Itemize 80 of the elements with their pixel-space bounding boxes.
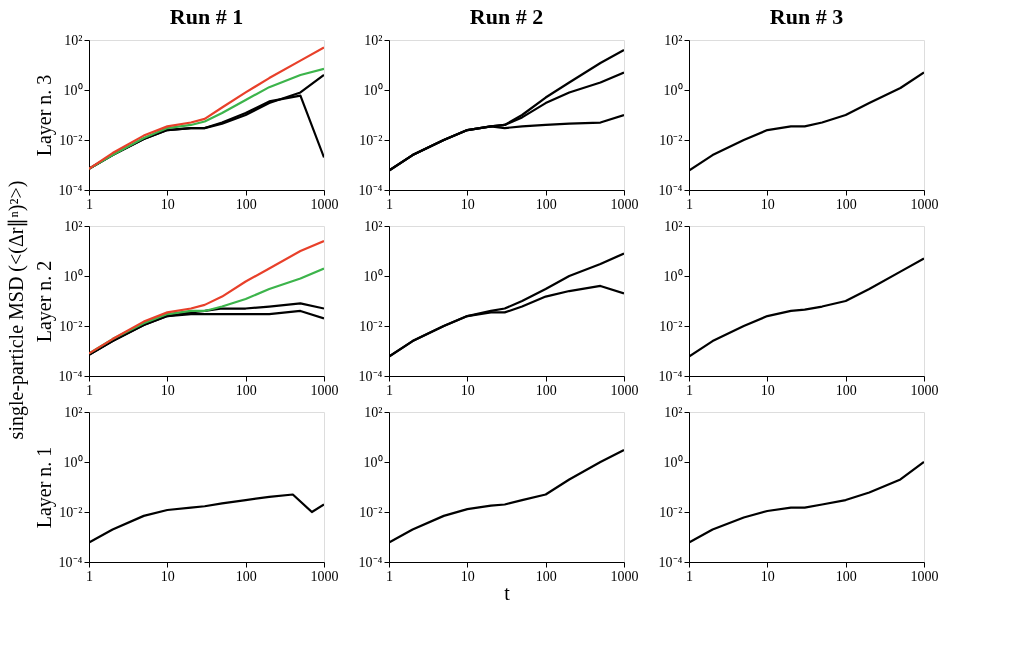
x-tick-label: 1000 xyxy=(610,196,639,212)
y-tick-label: 10⁻² xyxy=(659,504,683,520)
y-tick-label: 10⁰ xyxy=(63,454,83,470)
x-tick-label: 10 xyxy=(760,382,775,398)
x-tick-label: 1000 xyxy=(910,382,939,398)
x-tick-label: 1 xyxy=(386,382,393,398)
x-tick-label: 100 xyxy=(835,382,857,398)
y-axis-title: Layer n. 2 xyxy=(32,260,56,343)
x-tick-label: 10 xyxy=(160,382,175,398)
x-tick-label: 1000 xyxy=(910,568,939,584)
x-tick-label: 1000 xyxy=(610,568,639,584)
x-tick-label: 100 xyxy=(235,568,257,584)
x-tick-label: 1000 xyxy=(310,196,339,212)
y-tick-label: 10⁻² xyxy=(59,132,83,148)
y-tick-label: 10⁰ xyxy=(663,82,683,98)
chart-title: Run # 2 xyxy=(469,4,544,29)
y-tick-label: 10² xyxy=(364,218,383,234)
y-tick-label: 10² xyxy=(64,32,83,48)
y-tick-label: 10² xyxy=(664,218,683,234)
y-tick-label: 10⁻⁴ xyxy=(358,554,383,570)
x-tick-label: 100 xyxy=(535,568,557,584)
x-tick-label: 1000 xyxy=(910,196,939,212)
y-tick-label: 10⁰ xyxy=(363,82,383,98)
y-tick-label: 10² xyxy=(664,404,683,420)
y-tick-label: 10⁰ xyxy=(663,454,683,470)
y-tick-label: 10⁰ xyxy=(63,82,83,98)
x-tick-label: 10 xyxy=(460,196,475,212)
x-tick-label: 100 xyxy=(835,196,857,212)
y-tick-label: 10⁻⁴ xyxy=(358,368,383,384)
text: single-particle MSD (<(Δr∥ⁿ)²>) xyxy=(5,180,28,440)
x-tick-label: 10 xyxy=(460,382,475,398)
x-tick-label: 100 xyxy=(235,382,257,398)
y-tick-label: 10⁻⁴ xyxy=(658,368,683,384)
chart-title: Run # 1 xyxy=(169,4,244,29)
x-tick-label: 10 xyxy=(160,568,175,584)
y-tick-label: 10⁰ xyxy=(363,454,383,470)
y-axis-title: Layer n. 1 xyxy=(32,446,56,529)
y-tick-label: 10⁻² xyxy=(359,132,383,148)
y-tick-label: 10⁻⁴ xyxy=(58,368,83,384)
y-tick-label: 10⁰ xyxy=(63,268,83,284)
x-tick-label: 10 xyxy=(760,568,775,584)
x-tick-label: 10 xyxy=(160,196,175,212)
y-tick-label: 10⁻⁴ xyxy=(58,554,83,570)
y-tick-label: 10⁻² xyxy=(659,318,683,334)
x-tick-label: 1 xyxy=(686,382,693,398)
x-tick-label: 10 xyxy=(760,196,775,212)
y-tick-label: 10⁻² xyxy=(59,318,83,334)
x-tick-label: 10 xyxy=(460,568,475,584)
x-tick-label: 1000 xyxy=(310,568,339,584)
x-tick-label: 1 xyxy=(86,568,93,584)
x-tick-label: 100 xyxy=(835,568,857,584)
x-tick-label: 1 xyxy=(386,196,393,212)
x-tick-label: 1 xyxy=(686,568,693,584)
y-tick-label: 10⁻⁴ xyxy=(358,182,383,198)
y-tick-label: 10⁻² xyxy=(659,132,683,148)
chart-title: Run # 3 xyxy=(769,4,844,29)
x-tick-label: 100 xyxy=(535,196,557,212)
y-tick-label: 10⁻² xyxy=(59,504,83,520)
y-axis-title: Layer n. 3 xyxy=(32,74,56,157)
y-tick-label: 10² xyxy=(64,404,83,420)
y-tick-label: 10² xyxy=(364,404,383,420)
x-tick-label: 1 xyxy=(86,196,93,212)
y-tick-label: 10⁻² xyxy=(359,504,383,520)
y-tick-label: 10⁻⁴ xyxy=(658,554,683,570)
y-tick-label: 10² xyxy=(64,218,83,234)
y-tick-label: 10⁻² xyxy=(359,318,383,334)
x-tick-label: 1000 xyxy=(610,382,639,398)
x-tick-label: 1 xyxy=(686,196,693,212)
x-tick-label: 1 xyxy=(386,568,393,584)
x-tick-label: 1000 xyxy=(310,382,339,398)
y-tick-label: 10⁰ xyxy=(363,268,383,284)
x-tick-label: 100 xyxy=(535,382,557,398)
x-axis-title: t xyxy=(504,581,511,604)
y-tick-label: 10⁻⁴ xyxy=(58,182,83,198)
x-tick-label: 100 xyxy=(235,196,257,212)
y-tick-label: 10² xyxy=(364,32,383,48)
y-tick-label: 10⁻⁴ xyxy=(658,182,683,198)
y-tick-label: 10⁰ xyxy=(663,268,683,284)
y-tick-label: 10² xyxy=(664,32,683,48)
x-tick-label: 1 xyxy=(86,382,93,398)
